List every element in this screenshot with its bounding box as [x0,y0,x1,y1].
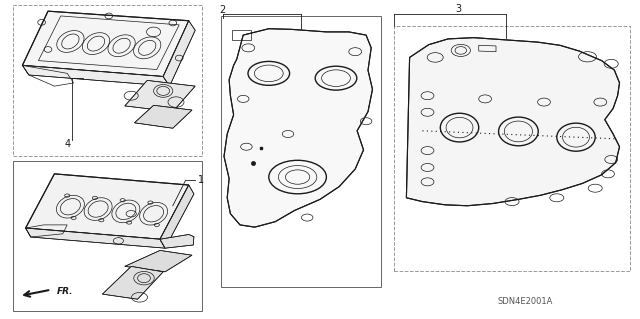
Text: SDN4E2001A: SDN4E2001A [497,297,552,306]
Polygon shape [406,38,620,206]
Bar [221,16,381,287]
Text: 4: 4 [64,139,70,149]
Polygon shape [160,185,194,248]
Polygon shape [125,80,195,112]
Polygon shape [22,65,170,86]
Text: 3: 3 [455,4,461,14]
Polygon shape [26,174,189,239]
Polygon shape [26,228,165,248]
Polygon shape [22,11,189,77]
Polygon shape [160,234,194,248]
Polygon shape [102,266,163,299]
Text: FR.: FR. [56,287,73,296]
Bar [13,5,202,156]
Bar [13,161,202,311]
Polygon shape [224,29,372,227]
Polygon shape [163,21,195,86]
Polygon shape [125,250,192,272]
Text: 1: 1 [198,175,205,185]
Polygon shape [134,105,192,128]
Text: 2: 2 [220,4,226,15]
Bar [394,26,630,271]
